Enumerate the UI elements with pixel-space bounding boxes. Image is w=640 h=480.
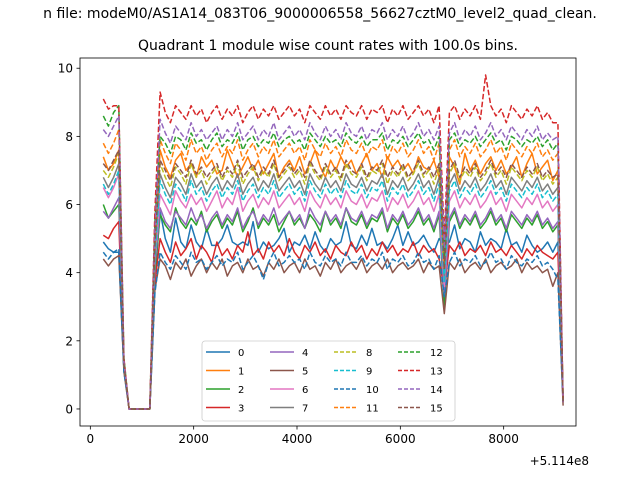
legend-label-10: 10	[366, 385, 379, 396]
legend-label-2: 2	[238, 385, 244, 396]
series-line-9	[102, 169, 564, 410]
legend-label-1: 1	[238, 367, 244, 378]
series-line-4	[102, 196, 564, 410]
series-line-8	[102, 152, 564, 410]
legend-label-11: 11	[366, 404, 379, 415]
series-line-13	[102, 74, 564, 410]
x-tick-label: 2000	[178, 432, 209, 446]
series-line-15	[102, 149, 564, 410]
legend-label-8: 8	[366, 348, 372, 359]
series-line-7	[102, 162, 564, 410]
x-tick-label: 6000	[385, 432, 416, 446]
axes-frame	[79, 57, 577, 427]
series-line-1	[102, 149, 564, 410]
legend-label-15: 15	[430, 404, 443, 415]
figure-title: n file: modeM0/AS1A14_083T06_9000006558_…	[43, 6, 597, 22]
series-line-12	[102, 104, 564, 410]
series-line-0	[102, 210, 564, 410]
legend-label-7: 7	[302, 404, 308, 415]
legend-label-3: 3	[238, 404, 244, 415]
legend-label-4: 4	[302, 348, 308, 359]
legend-label-13: 13	[430, 367, 443, 378]
legend-box	[201, 340, 456, 422]
x-tick-label: 4000	[282, 432, 313, 446]
legend-label-6: 6	[302, 385, 308, 396]
y-tick-label: 10	[58, 62, 73, 76]
chart-title: Quadrant 1 module wise count rates with …	[138, 38, 518, 54]
legend-label-0: 0	[238, 348, 244, 359]
y-tick-label: 0	[65, 402, 73, 416]
legend-label-5: 5	[302, 367, 308, 378]
y-tick-label: 6	[65, 198, 73, 212]
series-line-6	[102, 173, 564, 410]
x-tick-label: 0	[87, 432, 95, 446]
x-tick-label: 8000	[488, 432, 519, 446]
y-tick-label: 4	[65, 266, 73, 280]
series-line-3	[102, 220, 564, 410]
legend-label-14: 14	[430, 385, 443, 396]
series-line-10	[102, 248, 564, 410]
legend-label-12: 12	[430, 348, 443, 359]
x-offset-label: +5.114e8	[530, 454, 589, 468]
series-line-14	[102, 115, 564, 410]
y-tick-label: 8	[65, 130, 73, 144]
legend-label-9: 9	[366, 367, 372, 378]
series-layer	[102, 74, 564, 410]
y-tick-label: 2	[65, 334, 73, 348]
series-line-2	[102, 203, 564, 410]
